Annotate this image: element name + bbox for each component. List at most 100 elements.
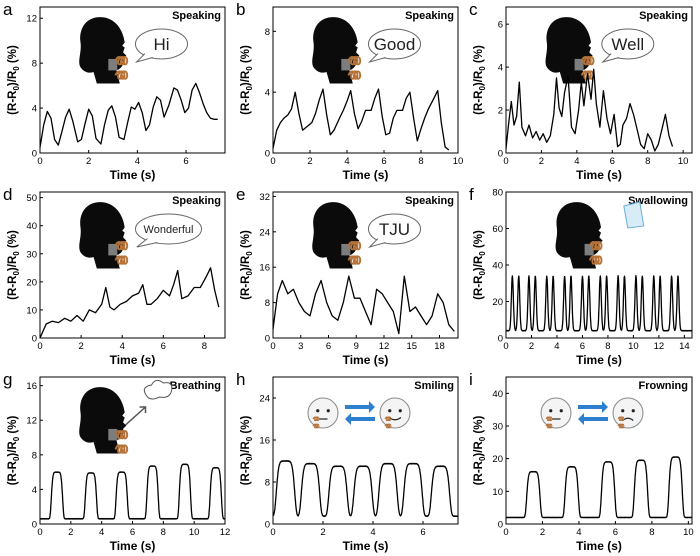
bubble-text: Well xyxy=(611,35,644,54)
y-tick-label: 8 xyxy=(32,450,37,461)
y-tick-label: 20 xyxy=(26,277,37,288)
head-silhouette-icon xyxy=(545,17,593,84)
x-tick-label: 6 xyxy=(420,527,425,538)
head-silhouette-icon xyxy=(79,17,127,84)
x-tick-label: 10 xyxy=(453,156,464,167)
y-tick-label: 0 xyxy=(32,520,37,531)
head-silhouette-icon xyxy=(79,387,127,454)
x-axis-label: Time (s) xyxy=(110,539,156,553)
sensor-coil-icon xyxy=(545,416,553,429)
speech-bubble: Good xyxy=(367,28,421,63)
y-tick-label: 32 xyxy=(259,192,270,203)
chart-panel-a: a 0 2 4 6 0 4 8 12 Time (s) (R-R0)/R0 (%) Speaking H… xyxy=(3,0,226,182)
series-line-hi xyxy=(39,82,218,148)
y-tick-label: 0 xyxy=(265,334,270,345)
x-tick-label: 6 xyxy=(326,341,331,352)
sensor-coil-icon xyxy=(588,240,603,265)
x-tick-label: 10 xyxy=(189,527,200,538)
head-silhouette-icon xyxy=(555,202,603,269)
sensor-coil-icon xyxy=(114,55,129,80)
series-line-swallowing xyxy=(505,275,693,332)
x-axis-label: Time (s) xyxy=(576,168,622,182)
chart-panel-d: d 0 2 4 6 8 0 10 20 30 40 50 Time (s) (R-R0)/R0 (%) Sp… xyxy=(3,185,226,367)
x-tick-label: 0 xyxy=(37,156,42,167)
y-tick-label: 30 xyxy=(26,249,37,260)
series-line-wonderful xyxy=(39,267,220,339)
breath-arrow-icon xyxy=(124,406,147,426)
illustration xyxy=(307,397,411,429)
x-tick-label: 4 xyxy=(120,341,125,352)
chart-title: Frowning xyxy=(639,380,689,392)
series-line-good xyxy=(272,88,450,151)
x-axis-label: Time (s) xyxy=(343,539,389,553)
x-tick-label: 10 xyxy=(683,527,694,538)
panel-letter: b xyxy=(236,0,245,19)
x-tick-label: 6 xyxy=(613,527,618,538)
speech-bubble: Wonderful xyxy=(135,213,202,248)
bubble-text: Hi xyxy=(153,35,169,54)
head-silhouette-icon xyxy=(79,202,127,269)
x-axis-label: Time (s) xyxy=(576,539,622,553)
illustration: TJU xyxy=(312,202,421,269)
panel-letter: i xyxy=(469,370,473,389)
sensor-coil-icon xyxy=(347,240,362,265)
bubble-text: Wonderful xyxy=(144,224,194,236)
y-tick-label: 80 xyxy=(492,188,503,199)
x-tick-label: 8 xyxy=(645,156,650,167)
sensor-coil-icon xyxy=(114,240,129,265)
x-tick-label: 10 xyxy=(678,156,689,167)
y-tick-label: 0 xyxy=(32,149,37,160)
x-tick-label: 4 xyxy=(574,156,579,167)
head-silhouette-icon xyxy=(312,17,360,84)
x-tick-label: 6 xyxy=(610,156,615,167)
y-tick-label: 8 xyxy=(265,478,270,489)
y-axis-label: (R-R0)/R0 (%) xyxy=(240,416,254,486)
y-tick-label: 50 xyxy=(26,193,37,204)
head-silhouette-icon xyxy=(312,202,360,269)
y-tick-label: 24 xyxy=(259,394,270,405)
chart-title: Speaking xyxy=(639,10,688,22)
sensor-coil-icon xyxy=(384,416,392,429)
x-tick-label: 6 xyxy=(381,156,386,167)
panel-letter: d xyxy=(3,185,12,204)
y-tick-label: 40 xyxy=(492,389,503,400)
y-tick-label: 16 xyxy=(259,436,270,447)
water-cup-icon xyxy=(623,201,645,229)
x-tick-label: 0 xyxy=(37,527,42,538)
y-tick-label: 0 xyxy=(32,334,37,345)
x-tick-label: 9 xyxy=(354,341,359,352)
smile-face-icon xyxy=(379,397,411,429)
y-tick-label: 12 xyxy=(26,14,37,25)
plot-frame xyxy=(272,6,459,154)
illustration: Hi xyxy=(79,17,188,84)
panel-letter: a xyxy=(3,0,13,19)
x-tick-label: 8 xyxy=(202,341,207,352)
chart-title: Breathing xyxy=(170,380,221,392)
x-axis-label: Time (s) xyxy=(343,168,389,182)
sensor-coil-icon xyxy=(114,429,129,454)
x-tick-label: 14 xyxy=(679,341,690,352)
y-tick-label: 24 xyxy=(259,227,270,238)
y-tick-label: 4 xyxy=(498,63,503,74)
sensor-coil-icon xyxy=(617,416,625,429)
x-tick-label: 3 xyxy=(298,341,303,352)
x-tick-label: 4 xyxy=(576,527,581,538)
x-tick-label: 2 xyxy=(86,156,91,167)
x-tick-label: 12 xyxy=(220,527,231,538)
x-tick-label: 10 xyxy=(628,341,639,352)
sad-face-icon xyxy=(612,397,644,429)
panel-letter: f xyxy=(469,185,474,204)
x-tick-label: 0 xyxy=(503,527,508,538)
chart-panel-g: g 0 2 4 6 8 10 12 0 4 8 12 16 Time (s) (R-R0)/R0 (%) Br… xyxy=(3,370,231,553)
illustration xyxy=(540,397,644,429)
x-axis-label: Time (s) xyxy=(576,353,622,367)
y-tick-label: 4 xyxy=(32,485,37,496)
illustration xyxy=(79,379,173,454)
x-tick-label: 8 xyxy=(605,341,610,352)
x-tick-label: 8 xyxy=(649,527,654,538)
bubble-text: Good xyxy=(374,35,416,54)
x-tick-label: 0 xyxy=(503,156,508,167)
transition-arrows-icon xyxy=(578,401,608,425)
speech-bubble: Hi xyxy=(134,28,188,63)
